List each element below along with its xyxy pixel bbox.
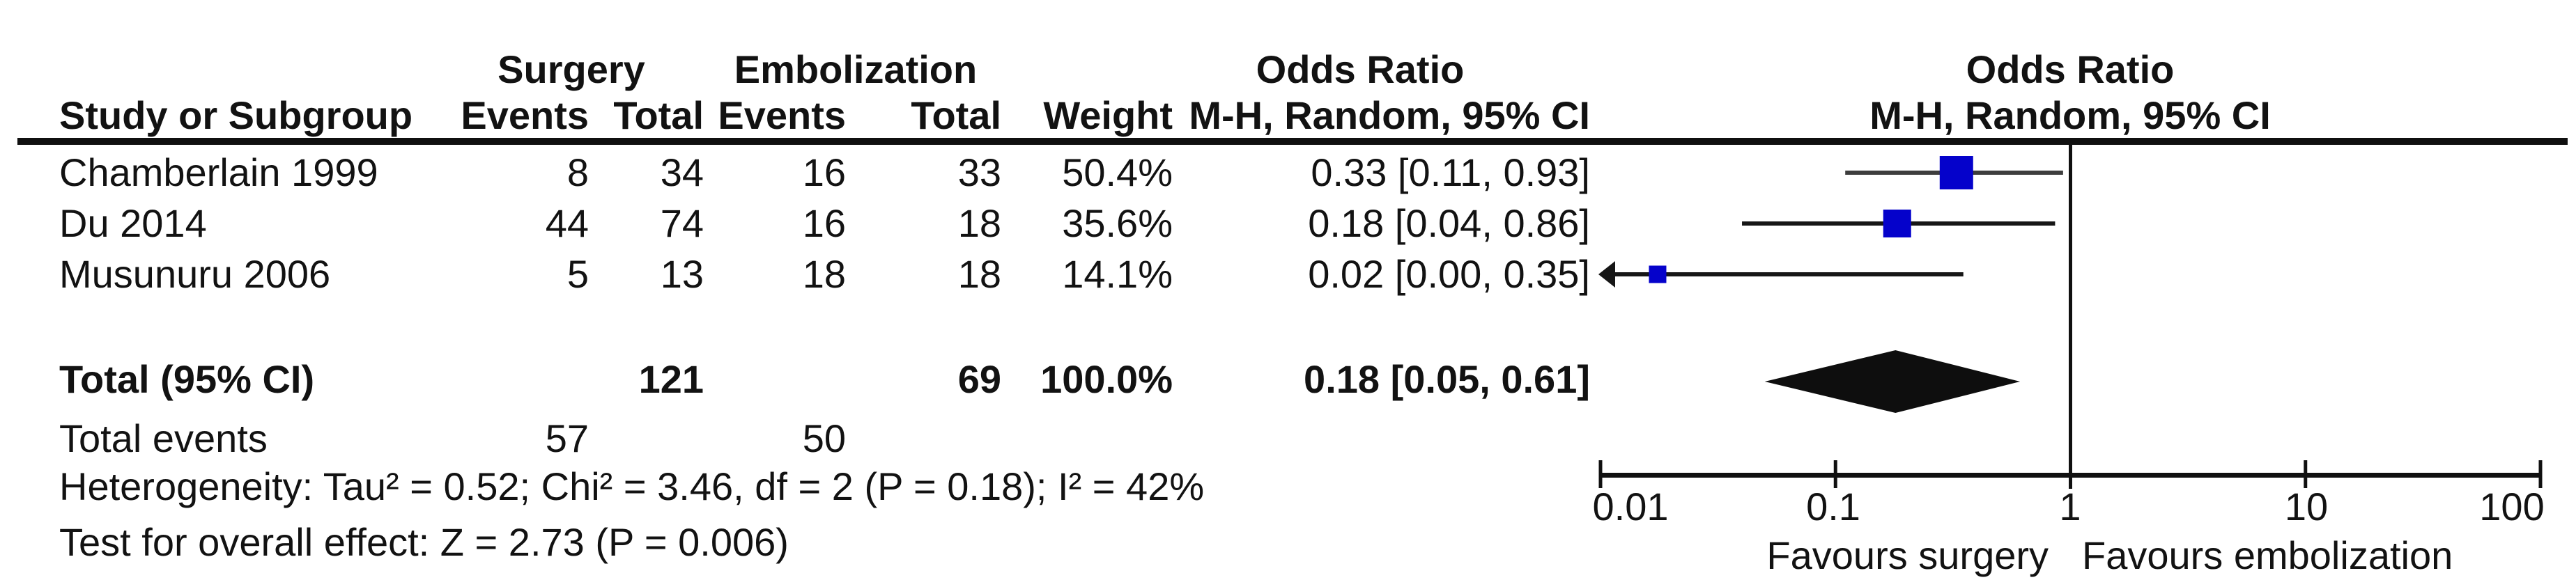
header-surgery-events: Events <box>461 93 589 137</box>
embolization-total-cell: 18 <box>957 252 1001 296</box>
axis-tick-label: 10 <box>2284 485 2329 528</box>
surgery-events-cell: 8 <box>566 150 589 194</box>
header-study-or-subgroup: Study or Subgroup <box>59 93 413 137</box>
surgery-events-cell: 44 <box>545 201 589 245</box>
total-embolization-total: 69 <box>957 357 1001 401</box>
embolization-events-cell: 16 <box>802 150 846 194</box>
surgery-total-cell: 13 <box>660 252 704 296</box>
header-embolization-total: Total <box>911 93 1001 137</box>
plot-subtitle: M-H, Random, 95% CI <box>1869 93 2271 137</box>
odds-ratio-ci-cell: 0.18 [0.04, 0.86] <box>1308 201 1590 245</box>
embolization-events-cell: 16 <box>802 201 846 245</box>
embolization-events-cell: 18 <box>802 252 846 296</box>
header-embolization-events: Events <box>718 93 846 137</box>
study-name: Chamberlain 1999 <box>59 150 378 194</box>
column-group-surgery: Surgery <box>498 47 645 91</box>
study-name: Du 2014 <box>59 201 207 245</box>
weight-cell: 35.6% <box>1062 201 1173 245</box>
header-weight: Weight <box>1043 93 1173 137</box>
total-weight: 100.0% <box>1040 357 1173 401</box>
axis-tick-label: 0.1 <box>1806 485 1860 528</box>
column-group-odds-ratio: Odds Ratio <box>1256 47 1465 91</box>
surgery-total-cell: 34 <box>660 150 704 194</box>
total-events-embolization: 50 <box>802 416 846 460</box>
odds-ratio-ci-cell: 0.33 [0.11, 0.93] <box>1311 150 1590 194</box>
column-group-embolization: Embolization <box>734 47 978 91</box>
embolization-total-cell: 18 <box>957 201 1001 245</box>
overall-effect-stats: Test for overall effect: Z = 2.73 (P = 0… <box>59 520 789 564</box>
total-surgery-total: 121 <box>638 357 704 401</box>
embolization-total-cell: 33 <box>957 150 1001 194</box>
odds-ratio-ci-cell: 0.02 [0.00, 0.35] <box>1308 252 1590 296</box>
header-odds-ratio-ci: M-H, Random, 95% CI <box>1189 93 1590 137</box>
total-label: Total (95% CI) <box>59 357 315 401</box>
favours-left-label: Favours surgery <box>1766 533 2049 577</box>
axis-tick-label: 100 <box>2479 485 2545 528</box>
heterogeneity-stats: Heterogeneity: Tau² = 0.52; Chi² = 3.46,… <box>59 464 1205 508</box>
surgery-total-cell: 74 <box>660 201 704 245</box>
total-events-surgery: 57 <box>545 416 589 460</box>
total-odds-ratio-ci: 0.18 [0.05, 0.61] <box>1304 357 1590 401</box>
plot-title: Odds Ratio <box>1966 47 2175 91</box>
axis-tick-label: 0.01 <box>1592 485 1669 528</box>
favours-right-label: Favours embolization <box>2082 533 2453 577</box>
total-events-label: Total events <box>59 416 268 460</box>
weight-cell: 50.4% <box>1062 150 1173 194</box>
header-surgery-total: Total <box>613 93 704 137</box>
axis-tick-label: 1 <box>2059 485 2081 528</box>
weight-cell: 14.1% <box>1062 252 1173 296</box>
study-name: Musunuru 2006 <box>59 252 331 296</box>
surgery-events-cell: 5 <box>566 252 589 296</box>
